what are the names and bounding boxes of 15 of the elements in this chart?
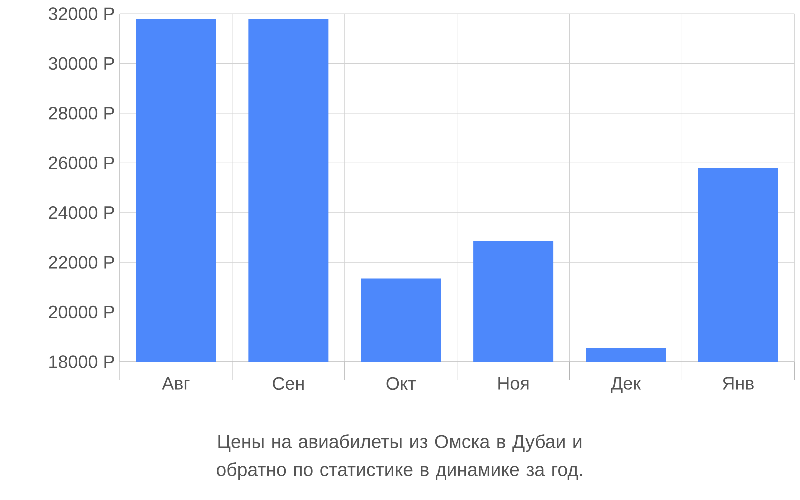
text: Цены на авиабилеты из Омска в Дубаи и обратно по статистике в динамике за год. — [217, 434, 582, 480]
y-tick-label: 28000 Р — [49, 107, 114, 120]
x-tick-label: Сен — [273, 377, 304, 390]
x-tick-label: Авг — [162, 377, 190, 390]
x-tick-label: Ноя — [498, 377, 529, 390]
y-tick-label: 26000 Р — [49, 156, 114, 170]
x-tick-label: Окт — [386, 377, 416, 390]
y-tick-label: 18000 Р — [50, 356, 114, 368]
y-tick-label: 30000 Р — [48, 57, 114, 70]
y-tick-label: 32000 Р — [48, 8, 114, 20]
x-tick-label: Янв — [723, 377, 754, 390]
y-tick-label: 20000 Р — [49, 306, 114, 319]
y-tick-label: 24000 Р — [49, 206, 114, 220]
x-tick-label: Дек — [611, 377, 642, 394]
y-tick-label: 22000 Р — [49, 256, 114, 269]
